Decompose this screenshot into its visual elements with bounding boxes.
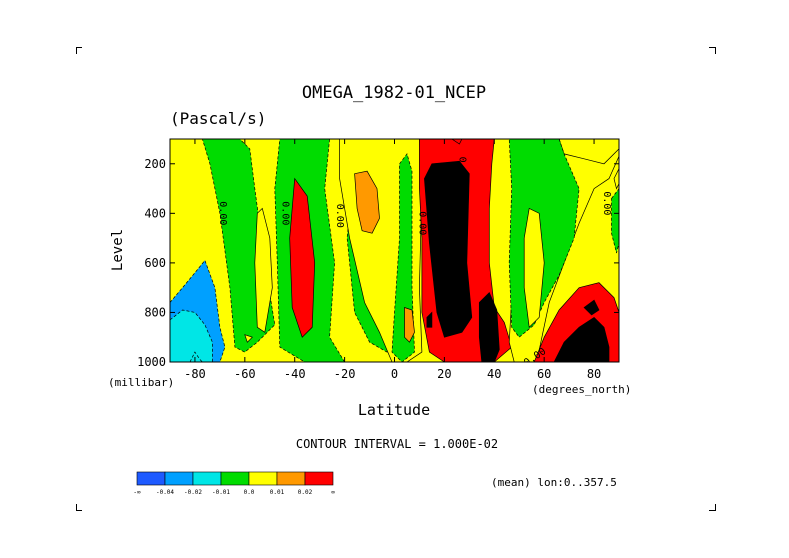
- legend-label: -0.04: [156, 489, 174, 496]
- legend-label: -0.02: [184, 489, 202, 496]
- contour-region-18: [426, 311, 433, 328]
- mean-note: (mean) lon:0..357.5: [491, 476, 617, 489]
- contour-region-22: [523, 207, 545, 329]
- legend-label: 0.0: [244, 489, 255, 496]
- contour-region-5: [254, 207, 273, 333]
- y-tick-label: 400: [144, 206, 166, 220]
- contour-region-23: [611, 188, 619, 254]
- x-tick-label: -60: [234, 367, 256, 381]
- legend-swatch: [248, 471, 278, 486]
- contour-region-2: [170, 309, 213, 362]
- x-tick-label: 60: [537, 367, 551, 381]
- contour-label: 0.00: [456, 157, 467, 181]
- x-tick-label: 0: [391, 367, 398, 381]
- y-axis: 200 400 600 800 1000: [137, 157, 619, 369]
- x-tick-label: 40: [487, 367, 501, 381]
- contour-label: 0.00: [217, 201, 228, 225]
- legend-label: 0.02: [298, 489, 313, 496]
- contour-label: 0.00: [279, 201, 290, 225]
- x-tick-label: -20: [334, 367, 356, 381]
- legend-swatch: [304, 471, 334, 486]
- x-tick-label: -40: [284, 367, 306, 381]
- contour-region-6: [244, 334, 253, 343]
- legend-label: ∞: [331, 489, 335, 496]
- y-axis-units: (millibar): [108, 376, 174, 389]
- x-tick-label: -80: [184, 367, 206, 381]
- corner-marks: [76, 47, 716, 511]
- x-axis-label: Latitude: [358, 401, 430, 419]
- legend-label: -0.01: [212, 489, 230, 496]
- x-tick-label: 80: [587, 367, 601, 381]
- corner-mark-bottom-right: [709, 504, 716, 511]
- contour-region-26: [553, 316, 610, 362]
- y-tick-label: 600: [144, 256, 166, 270]
- chart-title: OMEGA_1982-01_NCEP: [302, 83, 486, 103]
- legend-swatch: [220, 471, 250, 486]
- contour-label: 0.00: [416, 211, 427, 235]
- contour-region-15: [451, 139, 463, 145]
- contour-region-17: [478, 291, 500, 362]
- legend-label: 0.01: [270, 489, 285, 496]
- y-tick-label: 800: [144, 305, 166, 319]
- contour-region-13: [404, 307, 415, 343]
- contour-fill-regions: [170, 139, 619, 362]
- legend-swatch: [192, 471, 222, 486]
- legend-swatch: [164, 471, 194, 486]
- y-tick-label: 1000: [137, 355, 166, 369]
- contour-region-24: [613, 168, 619, 190]
- x-axis-units: (degrees_north): [532, 383, 631, 396]
- contour-region-27: [583, 299, 600, 316]
- corner-mark-top-right: [709, 47, 716, 54]
- legend-swatch: [136, 471, 166, 486]
- x-axis: -80 -60 -40 -20 0 20 40 60 80: [184, 139, 601, 381]
- contour-labels: 0.00 0.00 0.00 0.000.000.000.00: [217, 157, 612, 362]
- contour-interval: CONTOUR INTERVAL = 1.000E-02: [296, 437, 498, 451]
- legend-label: -∞: [133, 489, 141, 496]
- legend-swatch: [276, 471, 306, 486]
- contour-region-16: [424, 160, 473, 338]
- y-tick-label: 200: [144, 157, 166, 171]
- contour-region-8: [289, 177, 316, 338]
- contour-label: 0.00: [601, 191, 612, 215]
- y-axis-label: Level: [110, 229, 126, 271]
- corner-mark-bottom-left: [76, 504, 82, 511]
- contour-label: 0.00: [334, 204, 345, 228]
- contour-region-3: [189, 351, 203, 362]
- corner-mark-top-left: [76, 47, 82, 54]
- x-tick-label: 20: [437, 367, 451, 381]
- chart-subtitle: (Pascal/s): [170, 109, 266, 128]
- color-legend: -∞ -0.04 -0.02 -0.01 0.0 0.01 0.02 ∞: [133, 471, 335, 496]
- contour-region-11: [354, 170, 380, 234]
